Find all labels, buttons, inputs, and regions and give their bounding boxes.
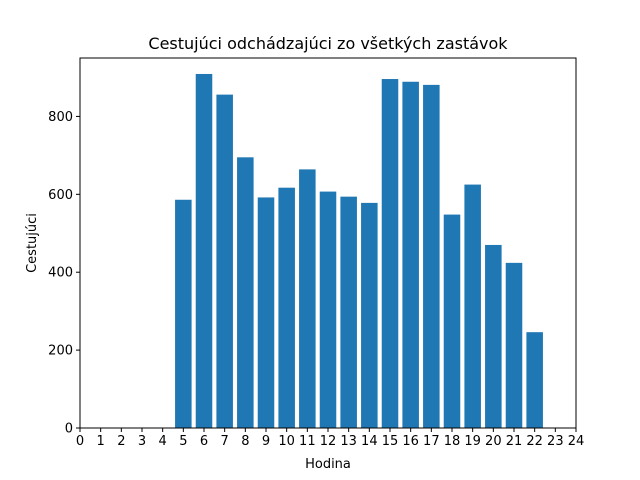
y-tick-label: 800 <box>48 110 73 125</box>
bar-hour-15 <box>381 79 399 428</box>
y-axis-label: Cestujúci <box>25 213 40 273</box>
x-tick-label: 14 <box>361 434 378 449</box>
bar-hour-6 <box>195 73 213 429</box>
x-tick-label: 7 <box>221 434 229 449</box>
x-tick-label: 24 <box>568 434 585 449</box>
x-tick-label: 8 <box>241 434 249 449</box>
x-tick-label: 20 <box>485 434 502 449</box>
x-axis-ticks: 0 1 2 3 4 5 6 7 8 9 10 11 12 13 14 15 16 17 18 19 20 21 22 23 24 <box>76 428 584 449</box>
bar-hour-10 <box>278 187 295 428</box>
x-tick-label: 23 <box>547 434 564 449</box>
bar-hour-5 <box>175 199 192 428</box>
x-tick-label: 11 <box>299 434 316 449</box>
x-tick-label: 9 <box>262 434 270 449</box>
y-axis-ticks: 0 200 400 600 800 <box>48 110 80 437</box>
bar-hour-11 <box>299 169 316 429</box>
bars-group <box>175 73 543 429</box>
bar-hour-9 <box>257 197 275 428</box>
bar-hour-8 <box>237 157 254 428</box>
y-tick-label: 400 <box>48 266 73 281</box>
bar-hour-14 <box>361 202 378 428</box>
chart-title: Cestujúci odchádzajúci zo všetkých zastá… <box>148 34 508 53</box>
x-tick-label: 12 <box>320 434 337 449</box>
bar-hour-22 <box>526 332 543 428</box>
bar-hour-19 <box>464 184 481 428</box>
x-tick-label: 16 <box>402 434 419 449</box>
bar-hour-13 <box>340 196 357 428</box>
bar-hour-21 <box>505 262 523 428</box>
x-tick-label: 22 <box>526 434 543 449</box>
x-tick-label: 10 <box>278 434 295 449</box>
x-tick-label: 18 <box>444 434 461 449</box>
x-tick-label: 19 <box>464 434 481 449</box>
x-tick-label: 2 <box>117 434 125 449</box>
y-tick-label: 0 <box>65 422 73 437</box>
x-tick-label: 13 <box>340 434 357 449</box>
x-tick-label: 6 <box>200 434 208 449</box>
bar-hour-20 <box>485 244 502 428</box>
y-tick-label: 600 <box>48 188 73 203</box>
bar-hour-18 <box>443 214 461 428</box>
x-tick-label: 0 <box>76 434 84 449</box>
x-tick-label: 1 <box>97 434 105 449</box>
bar-hour-17 <box>423 84 440 428</box>
x-tick-label: 4 <box>159 434 167 449</box>
x-tick-label: 17 <box>423 434 440 449</box>
x-axis-label: Hodina <box>305 457 351 472</box>
y-tick-label: 200 <box>48 344 73 359</box>
bar-hour-16 <box>402 81 419 428</box>
x-tick-label: 15 <box>382 434 399 449</box>
x-tick-label: 5 <box>179 434 187 449</box>
bar-hour-7 <box>216 94 233 428</box>
x-tick-label: 3 <box>138 434 146 449</box>
x-tick-label: 21 <box>506 434 523 449</box>
bar-hour-12 <box>319 191 337 428</box>
